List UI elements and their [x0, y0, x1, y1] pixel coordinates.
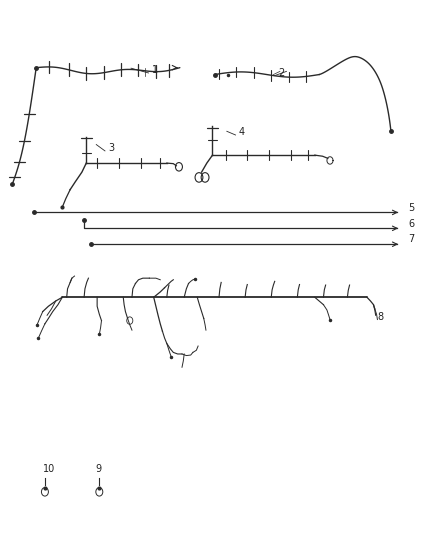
Text: 2: 2: [278, 68, 284, 78]
Text: 8: 8: [378, 312, 384, 322]
Text: 9: 9: [95, 464, 101, 474]
Text: 10: 10: [43, 464, 55, 474]
Text: 4: 4: [239, 127, 245, 136]
Text: 5: 5: [408, 204, 415, 214]
Text: 1: 1: [152, 64, 158, 75]
Text: 6: 6: [408, 220, 414, 229]
Text: 7: 7: [408, 234, 415, 244]
Text: 3: 3: [108, 142, 114, 152]
